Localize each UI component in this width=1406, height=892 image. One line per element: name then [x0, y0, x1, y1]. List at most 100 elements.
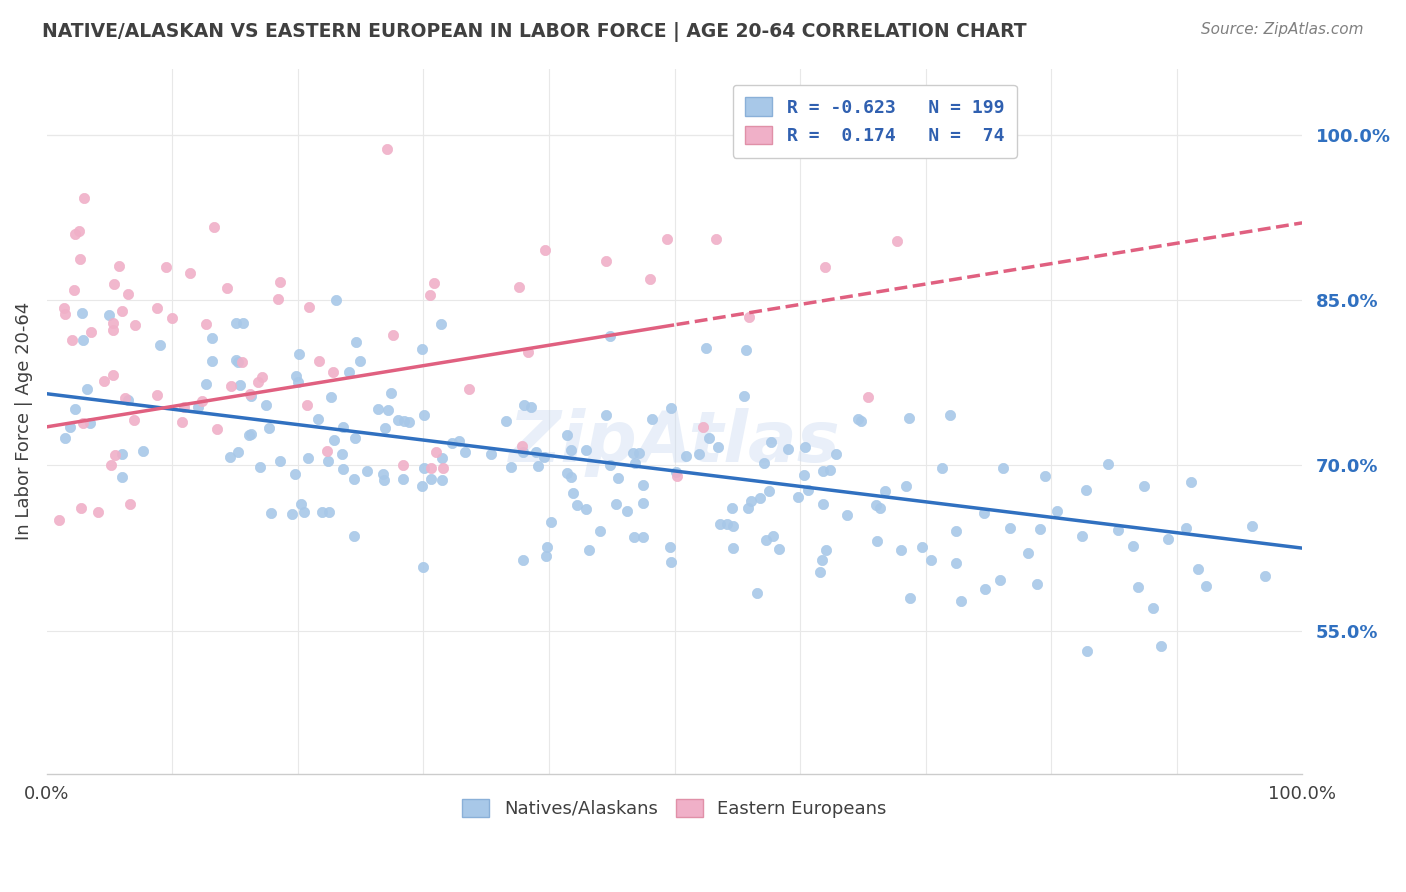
Point: [567, 498, 589, 512]
Point: [1033, 469, 1056, 483]
Text: Source: ZipAtlas.com: Source: ZipAtlas.com: [1201, 22, 1364, 37]
Point: [1017, 546, 1039, 560]
Point: [575, 443, 598, 458]
Point: [117, 287, 139, 301]
Point: [322, 365, 344, 379]
Point: [257, 421, 280, 435]
Point: [624, 456, 647, 470]
Point: [945, 556, 967, 570]
Point: [419, 461, 441, 475]
Point: [392, 414, 415, 428]
Point: [898, 591, 921, 605]
Point: [114, 391, 136, 405]
Point: [896, 479, 918, 493]
Point: [231, 355, 253, 369]
Point: [533, 450, 555, 465]
Point: [122, 412, 145, 426]
Point: [149, 337, 172, 351]
Point: [160, 311, 183, 326]
Point: [343, 472, 366, 486]
Point: [65, 402, 87, 417]
Point: [297, 398, 319, 412]
Point: [1149, 639, 1171, 653]
Point: [59, 420, 82, 434]
Point: [495, 414, 517, 428]
Point: [430, 451, 453, 466]
Point: [1195, 579, 1218, 593]
Point: [190, 393, 212, 408]
Point: [939, 408, 962, 422]
Point: [536, 549, 558, 564]
Point: [146, 301, 169, 315]
Point: [63, 227, 86, 241]
Point: [411, 343, 433, 357]
Point: [103, 277, 125, 291]
Point: [72, 306, 94, 320]
Point: [432, 461, 454, 475]
Point: [793, 467, 815, 482]
Point: [931, 461, 953, 475]
Point: [269, 454, 291, 468]
Point: [536, 540, 558, 554]
Point: [707, 440, 730, 454]
Point: [512, 398, 534, 412]
Point: [734, 343, 756, 358]
Point: [560, 470, 582, 484]
Point: [1142, 601, 1164, 615]
Point: [697, 431, 720, 445]
Point: [201, 331, 224, 345]
Point: [599, 329, 621, 343]
Point: [721, 541, 744, 555]
Point: [267, 292, 290, 306]
Point: [911, 540, 934, 554]
Point: [219, 379, 242, 393]
Point: [260, 506, 283, 520]
Point: [100, 458, 122, 472]
Point: [53, 307, 76, 321]
Point: [595, 254, 617, 268]
Point: [762, 529, 785, 543]
Point: [48, 513, 70, 527]
Point: [758, 483, 780, 498]
Point: [865, 498, 887, 512]
Point: [1074, 483, 1097, 497]
Point: [226, 444, 249, 458]
Point: [63, 284, 86, 298]
Point: [589, 524, 612, 538]
Point: [555, 467, 578, 481]
Point: [533, 243, 555, 257]
Point: [768, 542, 790, 557]
Point: [658, 540, 681, 554]
Point: [349, 354, 371, 368]
Point: [238, 427, 260, 442]
Point: [423, 277, 446, 291]
Point: [316, 454, 339, 468]
Point: [321, 390, 343, 404]
Point: [380, 385, 402, 400]
Point: [869, 500, 891, 515]
Point: [287, 375, 309, 389]
Point: [1046, 504, 1069, 518]
Point: [232, 316, 254, 330]
Point: [239, 387, 262, 401]
Point: [292, 504, 315, 518]
Point: [524, 444, 547, 458]
Point: [194, 317, 217, 331]
Point: [307, 411, 329, 425]
Point: [118, 497, 141, 511]
Point: [239, 427, 262, 442]
Point: [655, 232, 678, 246]
Point: [754, 456, 776, 470]
Point: [512, 553, 534, 567]
Point: [377, 403, 399, 417]
Point: [675, 449, 697, 463]
Point: [527, 458, 550, 473]
Point: [793, 441, 815, 455]
Point: [111, 304, 134, 318]
Point: [202, 220, 225, 235]
Point: [72, 416, 94, 430]
Point: [290, 497, 312, 511]
Point: [412, 559, 434, 574]
Point: [747, 585, 769, 599]
Point: [599, 458, 621, 472]
